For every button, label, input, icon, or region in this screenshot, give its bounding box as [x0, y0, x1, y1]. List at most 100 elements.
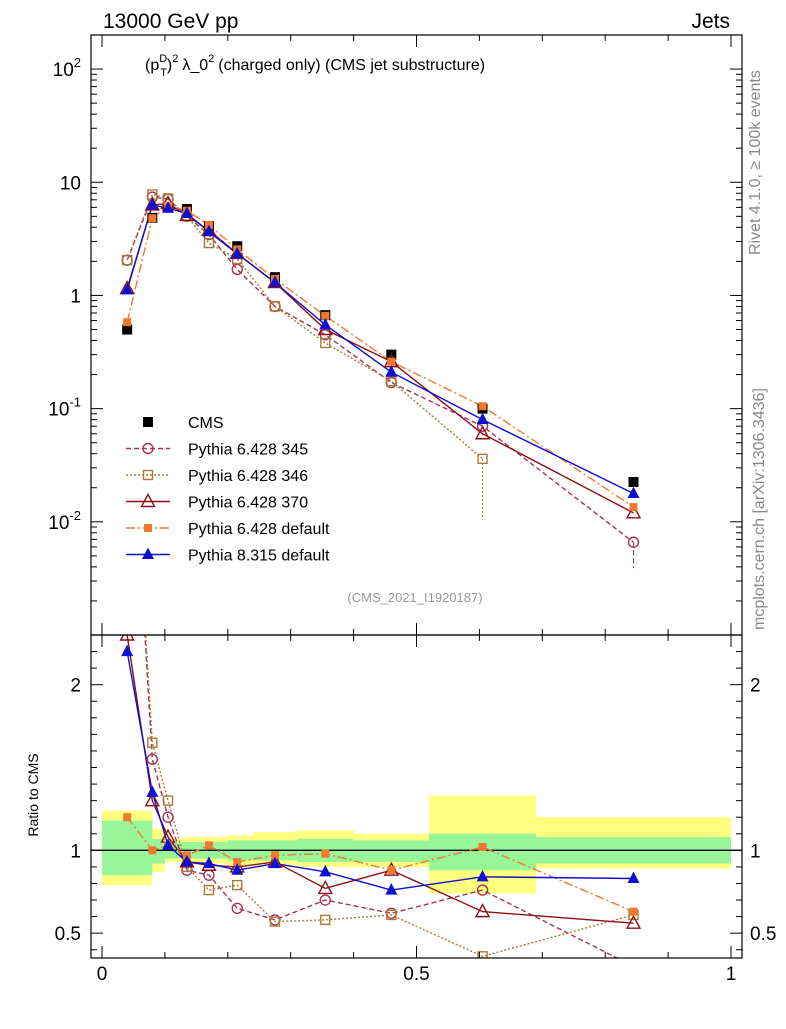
ratio-point-p370 [119, 635, 135, 641]
ratio-point-pdef [387, 866, 396, 875]
data-point-cms [628, 476, 639, 487]
ratio-point-p345 [476, 884, 489, 896]
ratio-point-p8 [268, 856, 281, 869]
ratio-point-p8 [627, 871, 640, 883]
ratio-point-p8 [146, 785, 159, 797]
legend-marker-p346 [142, 469, 154, 481]
ratio-x-tick-label: 1 [726, 964, 737, 985]
y-tick-label: 10-1 [48, 395, 81, 421]
data-point-pdef [123, 318, 132, 327]
y-tick-label: 10 [60, 173, 81, 194]
uncertainty-band-inner [353, 840, 430, 862]
ratio-point-p8 [476, 869, 489, 882]
data-point-p370 [625, 504, 642, 519]
rivet-version-label: Rivet 4.1.0, ≥ 100k events [747, 70, 764, 255]
data-point-p8 [231, 246, 244, 259]
uncertainty-band-inner [102, 820, 153, 876]
ratio-point-p345 [231, 902, 243, 915]
ratio-point-pdef [321, 849, 330, 858]
ratio-point-pdef [204, 841, 213, 850]
ratio-point-pdef [270, 851, 279, 860]
data-point-p346 [269, 301, 281, 312]
legend-marker-p370 [140, 493, 156, 508]
ratio-point-p345 [319, 894, 331, 906]
data-point-p8 [319, 317, 332, 330]
legend-marker-p345 [142, 442, 154, 455]
data-point-pdef [478, 402, 487, 411]
legend-marker-cms [143, 417, 153, 427]
ratio-point-p345 [146, 753, 159, 765]
ratio-point-p370 [179, 853, 195, 868]
series-line-p370 [126, 202, 634, 514]
data-point-p370 [474, 425, 491, 440]
ratio-plot-panel: 0.5 0.5 1 1 2 2 0 0.5 1 [55, 634, 776, 985]
data-point-p346 [203, 237, 215, 249]
data-point-pdef [387, 357, 396, 366]
ratio-point-pdef [148, 846, 157, 855]
ratio-x-tick-label: 0 [97, 964, 108, 985]
mcplots-reference-label: mcplots.cern.ch [arXiv:1306.3436] [751, 388, 768, 630]
ratio-x-tick-label: 0.5 [403, 964, 429, 985]
ratio-point-p8 [319, 864, 332, 877]
ratio-y-tick-label: 2 [70, 676, 81, 697]
legend-marker-pdef [144, 524, 152, 532]
ratio-point-p346 [269, 916, 281, 927]
ratio-point-p346 [147, 737, 158, 748]
ratio-point-p370 [625, 914, 642, 929]
ratio-line-p346 [144, 635, 634, 958]
legend-label-pdef: Pythia 6.428 default [188, 521, 330, 538]
data-point-p8 [385, 365, 398, 377]
ratio-point-p370 [144, 792, 160, 807]
uncertainty-band-inner [429, 833, 537, 871]
y-tick-label: 102 [53, 55, 81, 81]
data-point-cms [122, 324, 133, 335]
data-point-p370 [144, 196, 160, 211]
ratio-point-p346 [320, 914, 331, 926]
data-point-p346 [121, 254, 133, 266]
ratio-y-axis-label: Ratio to CMS [25, 753, 41, 836]
ratio-point-p8 [202, 856, 215, 869]
data-point-p8 [202, 224, 215, 237]
analysis-id-label: (CMS_2021_I1920187) [347, 590, 482, 605]
chart-title: (pD T)2 λ_02 (charged only) (CMS jet substr… [145, 53, 485, 79]
data-point-pdef [321, 311, 330, 320]
ratio-y-tick-label: 0.5 [55, 924, 81, 945]
ratio-point-p370 [317, 879, 333, 895]
data-point-p8 [162, 201, 175, 213]
data-point-p8 [268, 275, 281, 288]
data-point-p8 [627, 486, 640, 498]
data-point-p8 [180, 206, 193, 218]
legend-marker-p8 [142, 547, 154, 559]
ratio-point-pdef [629, 907, 638, 916]
data-point-p346 [477, 453, 488, 465]
ratio-line-p370 [126, 635, 634, 924]
ratio-point-p8 [162, 838, 175, 850]
uncertainty-band-inner [152, 838, 165, 864]
ratio-point-p346 [232, 879, 243, 891]
data-point-p8 [121, 282, 134, 295]
ratio-point-p345 [162, 811, 174, 823]
legend-label-p370: Pythia 6.428 370 [188, 495, 308, 512]
data-point-p8 [476, 412, 489, 425]
data-point-p345 [627, 536, 640, 548]
ratio-point-pdef [123, 813, 132, 822]
ratio-point-p346 [477, 951, 488, 958]
ratio-frame [90, 634, 743, 959]
legend-label-p346: Pythia 6.428 346 [188, 468, 308, 485]
ratio-point-p8 [121, 644, 134, 657]
y-tick-label: 1 [70, 286, 81, 307]
ratio-series-group [119, 635, 642, 958]
header-left: 13000 GeV pp [103, 10, 238, 33]
ratio-point-p8 [385, 883, 398, 895]
ratio-y-tick-label-right: 2 [750, 676, 761, 697]
ratio-y-tick-label: 1 [70, 841, 81, 862]
data-point-p8 [146, 197, 159, 210]
legend-label-cms: CMS [188, 415, 224, 432]
main-plot-panel: 10-2 10-1 1 10 102 CMS Pythia 6.428 345 Pythia … [48, 34, 743, 636]
series-line-p346 [126, 193, 483, 460]
ratio-point-pdef [233, 857, 242, 866]
ratio-y-tick-label-right: 1 [750, 841, 761, 862]
data-point-pdef [629, 503, 638, 512]
series-line-p345 [126, 196, 634, 543]
